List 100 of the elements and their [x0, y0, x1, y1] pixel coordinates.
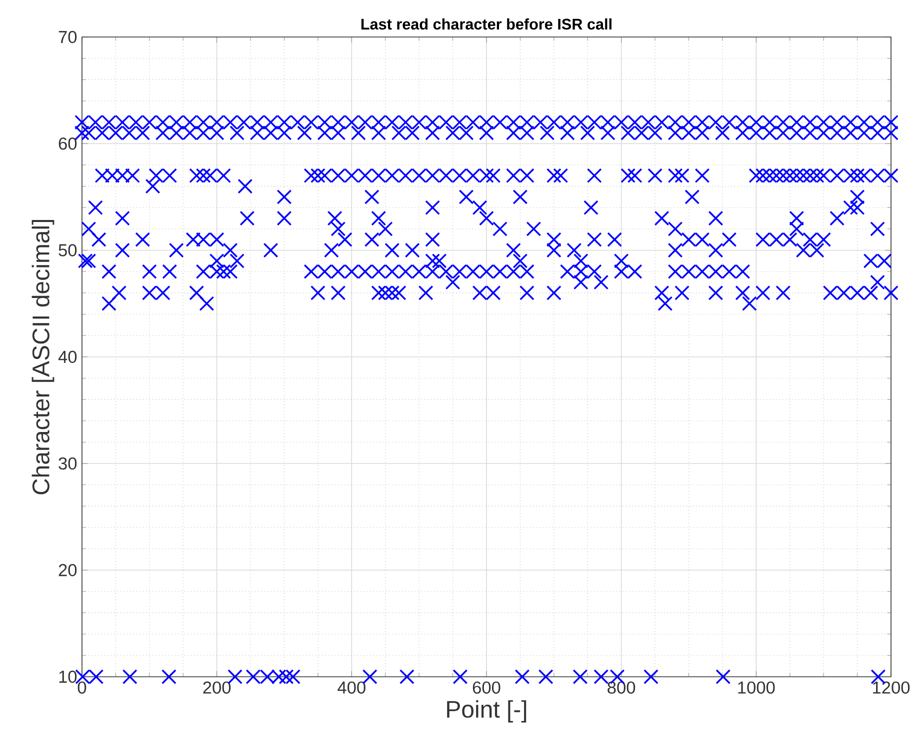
- point: [310, 168, 326, 184]
- point: [627, 168, 642, 184]
- point: [573, 254, 588, 269]
- point: [479, 126, 494, 141]
- point: [512, 190, 528, 205]
- y-tick-label: 60: [58, 138, 77, 150]
- point: [276, 190, 292, 205]
- point: [425, 200, 440, 216]
- point: [114, 242, 130, 258]
- point: [708, 242, 724, 258]
- point: [644, 669, 658, 684]
- point: [735, 286, 750, 300]
- point: [492, 222, 508, 237]
- point: [586, 232, 602, 248]
- point: [776, 286, 791, 300]
- point: [755, 286, 770, 300]
- point: [263, 242, 278, 258]
- point: [168, 242, 184, 258]
- point: [296, 126, 312, 141]
- point: [586, 168, 602, 184]
- point: [101, 296, 116, 312]
- point: [668, 168, 683, 184]
- point: [399, 669, 414, 684]
- point: [324, 242, 339, 258]
- y-tick-label: 70: [58, 30, 77, 44]
- point: [870, 222, 885, 237]
- point: [81, 222, 96, 237]
- point: [850, 190, 865, 205]
- point: [648, 168, 662, 184]
- point: [600, 126, 616, 141]
- point: [330, 286, 346, 300]
- point: [614, 254, 629, 269]
- point: [546, 286, 562, 300]
- point: [371, 210, 386, 226]
- point: [884, 286, 898, 300]
- point: [327, 210, 342, 226]
- point: [594, 274, 609, 290]
- x-tick-label: 600: [472, 682, 500, 694]
- point: [546, 168, 562, 184]
- point: [843, 200, 858, 216]
- point: [112, 286, 127, 300]
- point: [425, 126, 440, 141]
- point: [101, 264, 116, 280]
- point: [850, 168, 865, 184]
- x-tick-label: 1000: [738, 682, 775, 694]
- point: [230, 126, 245, 141]
- y-tick-label: 30: [58, 457, 77, 470]
- point: [135, 232, 150, 248]
- point: [654, 210, 670, 226]
- point: [216, 264, 232, 280]
- y-tick-label: 10: [59, 670, 77, 684]
- point: [573, 274, 588, 290]
- point: [789, 222, 804, 237]
- point: [538, 669, 554, 684]
- point: [209, 254, 224, 269]
- point: [418, 286, 434, 300]
- chart-title: Last read character before ISR call: [361, 18, 612, 30]
- point: [81, 254, 96, 269]
- point: [114, 210, 130, 226]
- point: [607, 232, 622, 248]
- point: [584, 200, 598, 216]
- point: [742, 296, 757, 312]
- point: [512, 254, 528, 269]
- point: [196, 168, 211, 184]
- point: [364, 190, 380, 205]
- point: [654, 286, 670, 300]
- point: [486, 168, 501, 184]
- x-tick-label: 1200: [873, 682, 910, 694]
- point: [445, 274, 460, 290]
- point: [276, 210, 292, 226]
- point: [566, 242, 582, 258]
- y-axis-title: Character [ASCII decimal]: [32, 220, 54, 494]
- point: [404, 242, 420, 258]
- point: [668, 242, 683, 258]
- point: [830, 210, 845, 226]
- point: [553, 168, 568, 184]
- point: [560, 126, 575, 141]
- point: [708, 286, 724, 300]
- point: [230, 254, 245, 269]
- x-tick-label: 0: [78, 682, 86, 694]
- point: [162, 264, 178, 280]
- point: [222, 242, 238, 258]
- point: [674, 286, 690, 300]
- point: [870, 274, 885, 290]
- point: [350, 126, 366, 141]
- point: [716, 669, 731, 684]
- point: [546, 232, 562, 248]
- point: [694, 168, 710, 184]
- point: [364, 232, 380, 248]
- point: [658, 296, 673, 312]
- x-tick-label: 400: [338, 682, 366, 694]
- y-tick-label: 40: [58, 350, 77, 364]
- point: [452, 669, 468, 684]
- point: [189, 286, 204, 300]
- point: [519, 286, 534, 300]
- point: [161, 669, 176, 684]
- point: [479, 210, 494, 226]
- point: [714, 126, 730, 141]
- x-tick-label: 800: [608, 682, 636, 694]
- point: [145, 178, 160, 194]
